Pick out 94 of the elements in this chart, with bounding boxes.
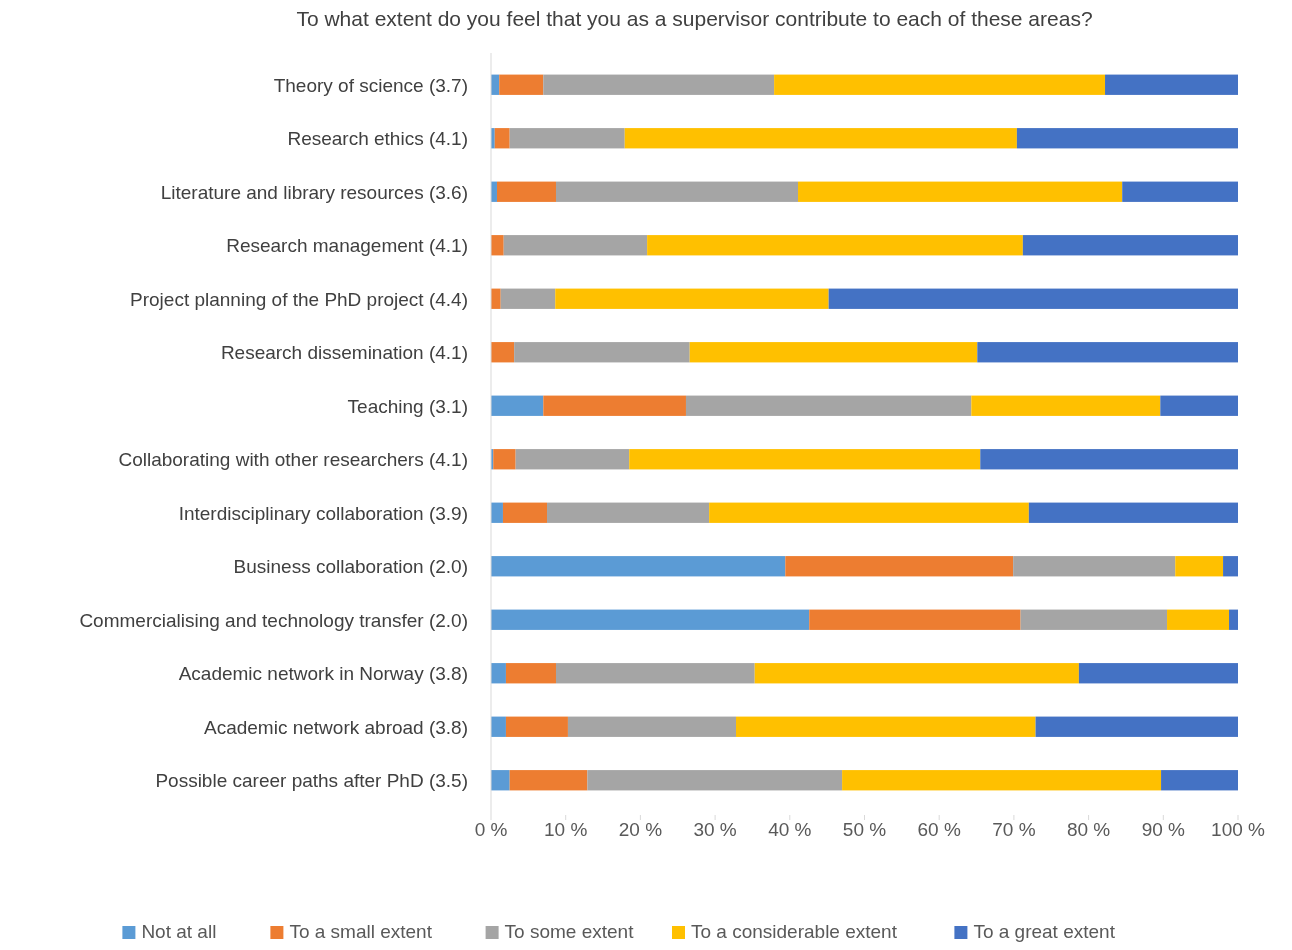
y-tick-label: Possible career paths after PhD (3.5) [155, 770, 468, 792]
bar [515, 449, 630, 470]
bar [774, 74, 1106, 95]
bar [491, 716, 506, 737]
bar [491, 663, 506, 684]
x-tick-label: 0 % [474, 819, 508, 840]
bar [1122, 181, 1238, 202]
x-tick-label: 20 % [618, 819, 663, 840]
y-tick-label: Academic network in Norway (3.8) [178, 663, 468, 685]
bar [543, 395, 686, 416]
legend-label: To some extent [504, 921, 635, 942]
bar [685, 395, 972, 416]
legend-label: To a great extent [973, 921, 1116, 942]
bar [555, 288, 829, 309]
x-tick-label: 10 % [544, 819, 588, 840]
bar [1028, 502, 1238, 523]
y-tick-label: Interdisciplinary collaboration (3.9) [178, 502, 468, 524]
bar [754, 663, 1079, 684]
bar [809, 609, 1021, 630]
bar [1160, 395, 1238, 416]
bar [491, 342, 515, 363]
y-tick-label: Commercialising and technology transfer (2.0) [79, 609, 468, 631]
bar [491, 288, 501, 309]
bar [502, 502, 548, 523]
bar [505, 663, 556, 684]
bar [500, 288, 556, 309]
x-tick-label: 40 % [768, 819, 812, 840]
bar [567, 716, 737, 737]
x-tick-label: 100 % [1211, 819, 1266, 840]
bar [624, 128, 1017, 149]
bar [1175, 556, 1224, 577]
bar [1013, 556, 1176, 577]
bar [977, 342, 1238, 363]
bar [1161, 770, 1238, 791]
y-tick-label: Business collaboration (2.0) [233, 556, 468, 578]
bar [1229, 609, 1238, 630]
bar [509, 128, 625, 149]
bar [494, 128, 510, 149]
bar [647, 235, 1023, 256]
bar [547, 502, 710, 523]
bar [1035, 716, 1238, 737]
legend-label: To a small extent [289, 921, 433, 942]
legend-label: To a considerable extent [691, 921, 898, 942]
bar [509, 770, 588, 791]
y-tick-label: Research management (4.1) [226, 235, 468, 257]
bar [491, 395, 544, 416]
y-tick-label: Literature and library resources (3.6) [160, 181, 468, 203]
bar [798, 181, 1123, 202]
bar [971, 395, 1161, 416]
bar [709, 502, 1029, 523]
bar [828, 288, 1238, 309]
bar [1078, 663, 1238, 684]
bar [491, 609, 810, 630]
bar [736, 716, 1036, 737]
bar [1022, 235, 1238, 256]
bar [499, 74, 544, 95]
y-tick-label: Theory of science (3.7) [273, 74, 468, 96]
y-tick-label: Research ethics (4.1) [287, 128, 468, 150]
bar [503, 235, 648, 256]
bar [493, 449, 516, 470]
x-tick-label: 80 % [1066, 819, 1111, 840]
y-tick-label: Collaborating with other researchers (4.1) [118, 449, 468, 471]
chart-title: To what extent do you feel that you as a supervisor contribute to each of these areas? [296, 7, 1093, 30]
bar [555, 663, 755, 684]
legend-label: Not at all [141, 921, 217, 942]
bar [842, 770, 1162, 791]
y-tick-label: Research dissemination (4.1) [220, 342, 468, 364]
x-tick-label: 30 % [693, 819, 737, 840]
bar [514, 342, 690, 363]
x-tick-label: 90 % [1141, 819, 1186, 840]
x-tick-label: 60 % [917, 819, 961, 840]
bar [587, 770, 843, 791]
y-tick-label: Teaching (3.1) [347, 395, 468, 417]
bar [491, 556, 786, 577]
y-tick-label: Project planning of the PhD project (4.4) [130, 288, 468, 310]
bar [1020, 609, 1168, 630]
bar [555, 181, 799, 202]
bar [491, 770, 510, 791]
x-tick-label: 70 % [992, 819, 1036, 840]
bar [629, 449, 981, 470]
bar [785, 556, 1014, 577]
bar [980, 449, 1238, 470]
y-tick-label: Academic network abroad (3.8) [203, 716, 468, 738]
bar [1016, 128, 1238, 149]
bar [1105, 74, 1238, 95]
bar [505, 716, 568, 737]
bar [1223, 556, 1238, 577]
bar [496, 181, 556, 202]
x-tick-label: 50 % [842, 819, 887, 840]
bar [689, 342, 978, 363]
bar [491, 235, 504, 256]
bar [491, 502, 503, 523]
bar [543, 74, 775, 95]
bar [1167, 609, 1230, 630]
